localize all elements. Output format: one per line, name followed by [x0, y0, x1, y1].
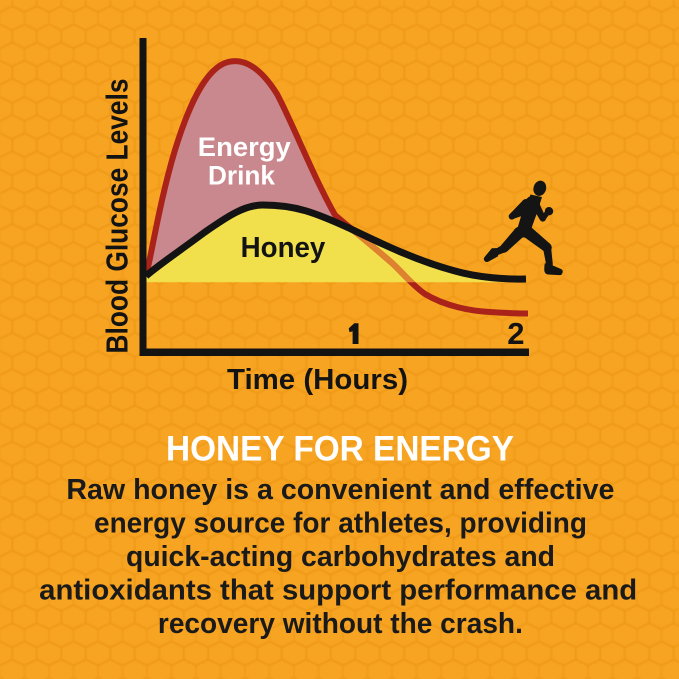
svg-text:Energy: Energy — [198, 132, 291, 162]
svg-text:Honey: Honey — [241, 232, 326, 264]
svg-text:2: 2 — [507, 316, 524, 351]
svg-text:Time (Hours): Time (Hours) — [227, 364, 408, 396]
svg-text:HONEY FOR ENERGY: HONEY FOR ENERGY — [166, 430, 514, 469]
svg-text:quick-acting carbohydrates and: quick-acting carbohydrates and — [126, 541, 555, 573]
svg-text:recovery without the crash.: recovery without the crash. — [158, 608, 523, 640]
svg-text:antioxidants that support perf: antioxidants that support performance an… — [39, 574, 637, 606]
svg-text:Raw honey is a convenient and: Raw honey is a convenient and effective — [66, 474, 614, 506]
svg-text:Blood Glucose Levels: Blood Glucose Levels — [100, 79, 135, 354]
svg-text:Drink: Drink — [208, 161, 276, 191]
svg-text:energy source for athletes, pr: energy source for athletes, providing — [94, 507, 587, 539]
